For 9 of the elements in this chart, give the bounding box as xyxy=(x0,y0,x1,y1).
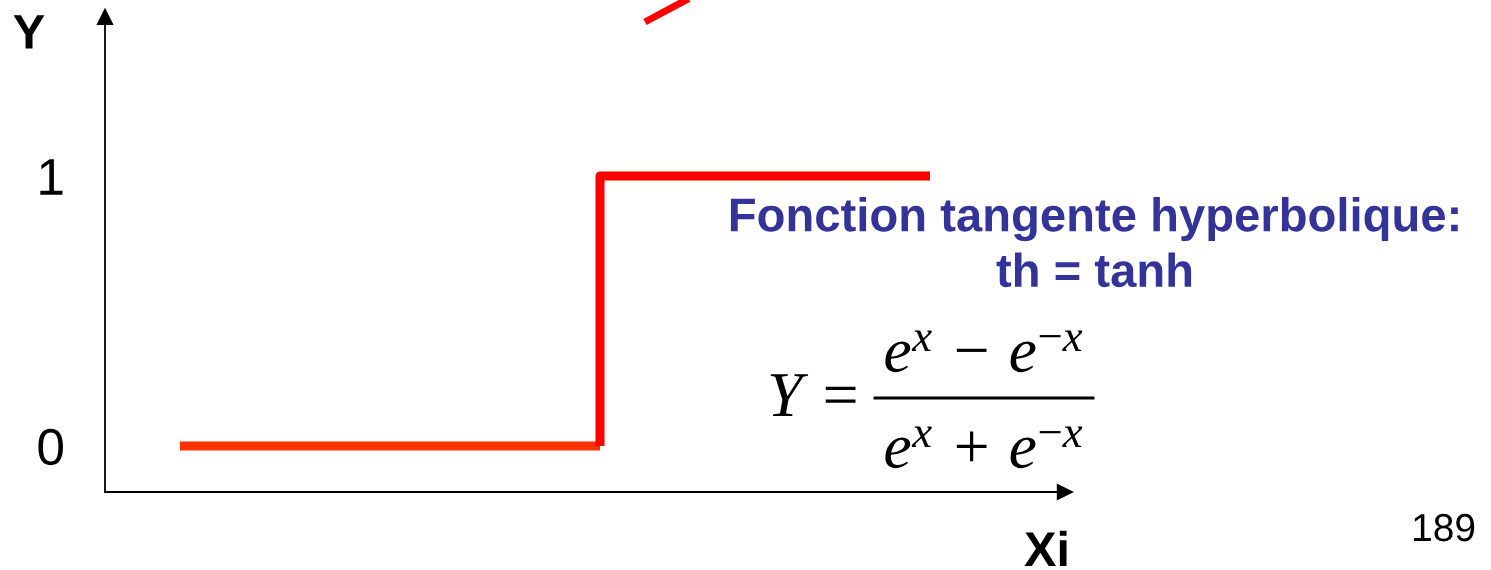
annotation: Y = xyxy=(770,374,856,416)
y-tick-label: 0 xyxy=(38,428,63,466)
x-axis-title: Xi xyxy=(1024,530,1067,566)
text: 189 xyxy=(1414,513,1475,542)
y-tick-label: 1 xyxy=(40,159,63,195)
annotation: e$^{x}$ + e$^{−x}$ xyxy=(885,426,1083,469)
y-axis-title: Y xyxy=(13,15,45,49)
annotation: Fonction tangente hyperbolique: th = tanh xyxy=(730,197,1458,288)
annotation: e$^{x}$ − e$^{−x}$ xyxy=(885,330,1083,373)
